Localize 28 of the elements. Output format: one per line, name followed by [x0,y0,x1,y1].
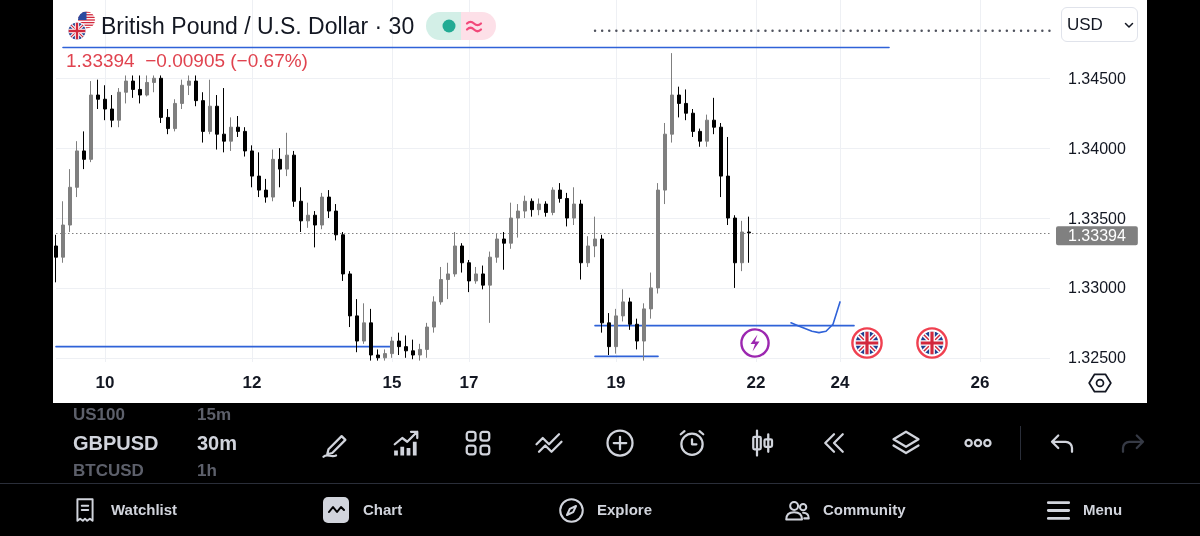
y-tick-label: 1.34000 [1068,139,1126,157]
text: 1.33394 −0.00905 (−0.67%) [66,50,308,71]
text: GBPUSD [73,431,159,455]
text: Menu [1083,501,1123,519]
x-tick-label: 15 [382,373,402,392]
x-tick-label: 10 [95,373,115,392]
text: Chart [363,501,403,519]
text: USD [1067,15,1103,35]
y-tick-label: 1.32500 [1068,349,1126,367]
x-tick-label: 17 [459,373,479,392]
x-tick-label: 26 [970,373,990,392]
text: US100 [73,405,125,425]
text: 15m [197,405,232,425]
text: Community [823,501,906,519]
y-tick-label: 1.33500 [1068,209,1126,227]
text: BTCUSD [73,461,144,481]
y-tick-label: 1.34500 [1068,69,1126,87]
ref-line-label: 1.33394 [1068,227,1126,245]
x-tick-label: 22 [746,373,766,392]
text: Watchlist [111,501,178,519]
text: British Pound / U.S. Dollar · 30 [101,12,415,40]
x-tick-label: 19 [606,373,626,392]
x-tick-label: 24 [830,373,850,392]
text: Explore [597,501,653,519]
x-tick-label: 12 [242,373,262,392]
text: 30m [197,431,238,455]
y-tick-label: 1.33000 [1068,279,1126,297]
text: 1h [197,461,217,481]
